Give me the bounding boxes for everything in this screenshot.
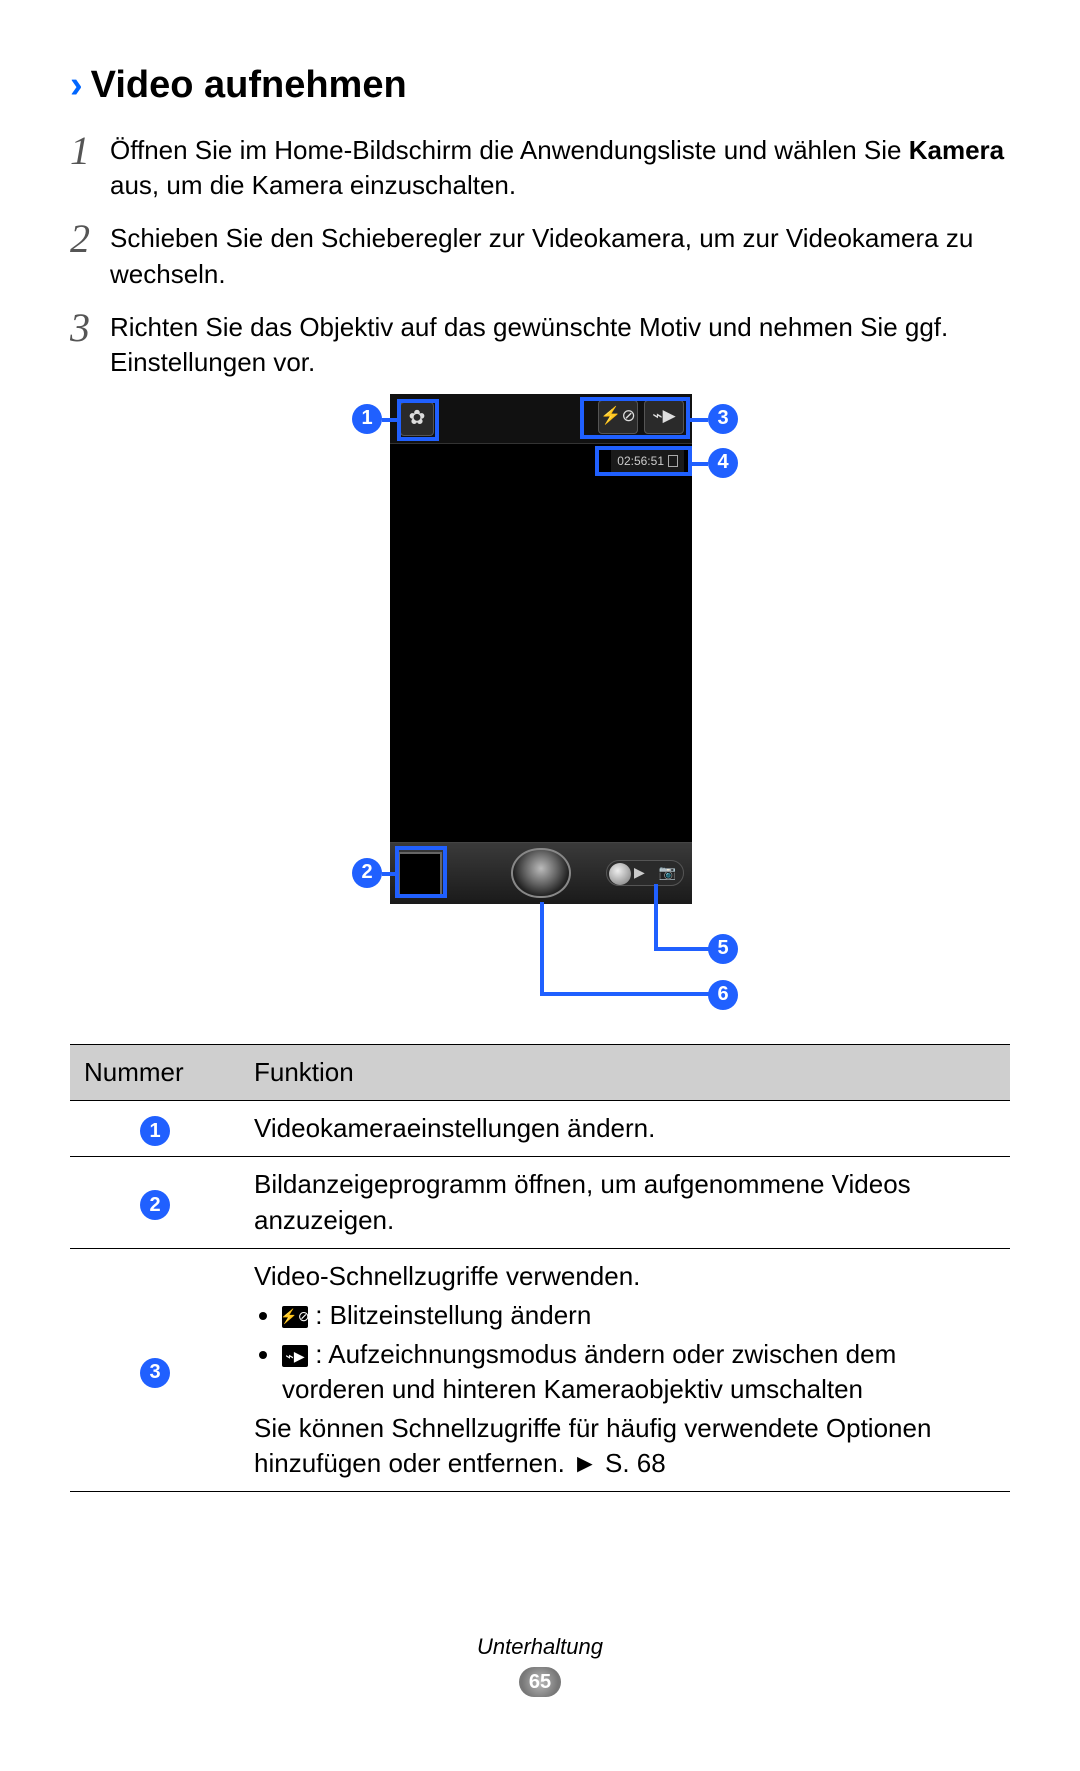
camswitch-icon: ⌁▶ [282, 1345, 308, 1367]
row-number: 3 [70, 1248, 240, 1492]
step-1: 1 Öffnen Sie im Home-Bildschirm die Anwe… [70, 129, 1010, 203]
callout-badge-5: 5 [708, 934, 738, 964]
reference-table: Nummer Funktion 1 Videokameraeinstellung… [70, 1044, 1010, 1492]
connector-line [654, 947, 710, 951]
connector-line [692, 462, 708, 466]
connector-line [540, 902, 544, 994]
section-title-text: Video aufnehmen [91, 60, 407, 111]
step-number: 2 [70, 217, 110, 259]
mode-slider: ▶ 📷 [606, 860, 684, 886]
row-function: Bildanzeigeprogramm öffnen, um aufgenomm… [240, 1157, 1010, 1248]
step-text: Richten Sie das Objektiv auf das gewünsc… [110, 306, 1010, 380]
row-number: 1 [70, 1100, 240, 1157]
header-number: Nummer [70, 1044, 240, 1100]
shutter-button [511, 848, 571, 898]
row-number: 2 [70, 1157, 240, 1248]
table-row: 2 Bildanzeigeprogramm öffnen, um aufgeno… [70, 1157, 1010, 1248]
table-row: 1 Videokameraeinstellungen ändern. [70, 1100, 1010, 1157]
connector-line [382, 872, 395, 876]
photo-mode-icon: 📷 [659, 863, 676, 882]
table-header-row: Nummer Funktion [70, 1044, 1010, 1100]
callout-badge-1: 1 [352, 404, 382, 434]
callout-badge-3: 3 [708, 404, 738, 434]
step-number: 1 [70, 129, 110, 171]
chevron-icon: › [70, 60, 83, 111]
page-footer: Unterhaltung 65 [70, 1632, 1010, 1697]
highlight-shortcuts [580, 397, 690, 439]
highlight-thumb [395, 846, 447, 898]
connector-line [690, 418, 708, 422]
section-heading: › Video aufnehmen [70, 60, 1010, 111]
footer-category: Unterhaltung [70, 1632, 1010, 1662]
step-text: Öffnen Sie im Home-Bildschirm die Anwend… [110, 129, 1010, 203]
connector-line [382, 418, 397, 422]
flash-icon: ⚡⊘ [282, 1306, 308, 1328]
row-function: Video-Schnellzugriffe verwenden. ⚡⊘ : Bl… [240, 1248, 1010, 1492]
phone-diagram: ✿ ⚡⊘ ⌁▶ 02:56:51 ▶ 📷 1 2 3 4 5 6 [260, 394, 820, 1014]
step-3: 3 Richten Sie das Objektiv auf das gewün… [70, 306, 1010, 380]
step-2: 2 Schieben Sie den Schieberegler zur Vid… [70, 217, 1010, 291]
callout-badge-4: 4 [708, 448, 738, 478]
video-mode-icon: ▶ [634, 863, 645, 882]
page-number: 65 [519, 1667, 561, 1697]
callout-badge-2: 2 [352, 858, 382, 888]
header-function: Funktion [240, 1044, 1010, 1100]
connector-line [540, 992, 710, 996]
step-number: 3 [70, 306, 110, 348]
callout-badge-6: 6 [708, 980, 738, 1010]
highlight-time [595, 446, 692, 476]
highlight-gear [397, 399, 439, 441]
table-row: 3 Video-Schnellzugriffe verwenden. ⚡⊘ : … [70, 1248, 1010, 1492]
row-function: Videokameraeinstellungen ändern. [240, 1100, 1010, 1157]
step-text: Schieben Sie den Schieberegler zur Video… [110, 217, 1010, 291]
connector-line [654, 884, 658, 949]
slider-knob [609, 863, 631, 885]
